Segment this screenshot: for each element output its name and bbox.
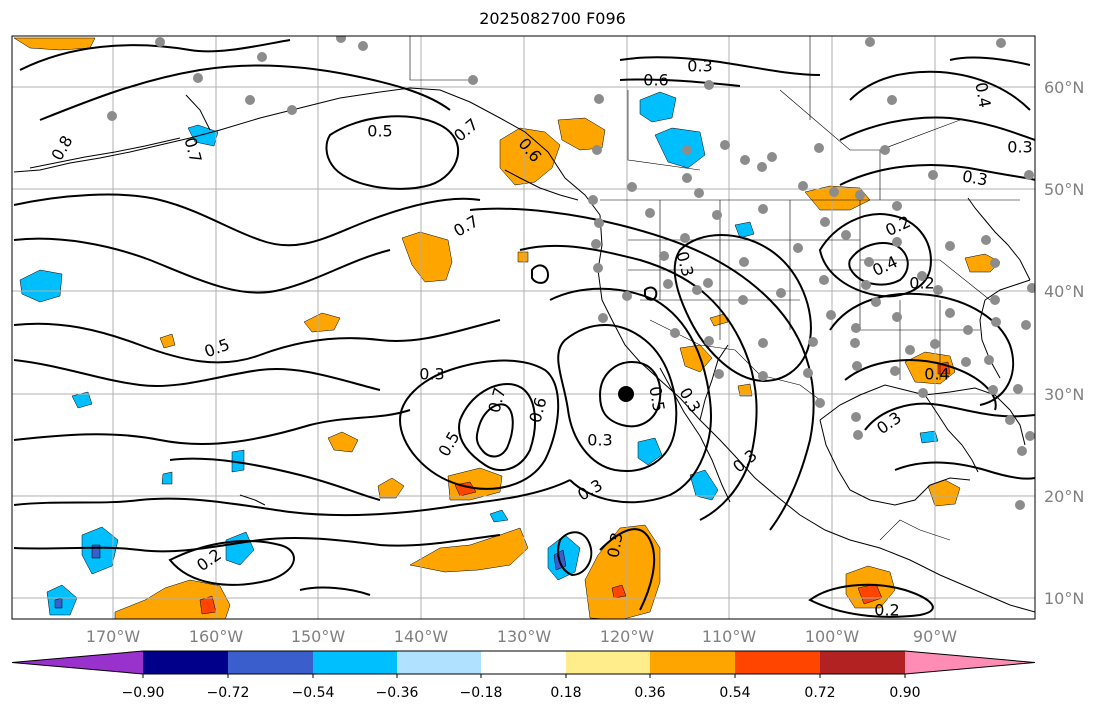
colorbar-swatch bbox=[228, 651, 313, 674]
contour-label: 0.2 bbox=[874, 601, 899, 620]
colorbar-tick-label: 0.72 bbox=[804, 685, 835, 701]
lon-tick-label: 110°W bbox=[702, 627, 757, 646]
lon-tick-label: 150°W bbox=[291, 627, 346, 646]
lon-tick-label: 130°W bbox=[497, 627, 552, 646]
longitude-axis: 170°W 160°W 150°W 140°W 130°W 120°W 110°W 100°W… bbox=[86, 627, 957, 646]
contour-label: 0.3 bbox=[687, 57, 712, 76]
colorbar-tick-label: 0.54 bbox=[719, 685, 750, 701]
colorbar-tick-label: 0.18 bbox=[550, 685, 581, 701]
shading-positive bbox=[13, 37, 1001, 619]
lat-tick-label: 60°N bbox=[1044, 78, 1084, 97]
colorbar-swatch bbox=[481, 651, 566, 674]
lon-tick-label: 120°W bbox=[600, 627, 655, 646]
contour-label: 0.4 bbox=[971, 81, 994, 109]
contour-label: 0.3 bbox=[419, 365, 444, 384]
coastlines bbox=[13, 87, 1035, 613]
contour-label: 0.5 bbox=[367, 122, 392, 141]
contour-label: 0.3 bbox=[603, 531, 626, 559]
colorbar-swatch bbox=[820, 651, 905, 674]
colorbar-swatch bbox=[313, 651, 397, 674]
contour-label: 0.3 bbox=[1007, 138, 1032, 157]
shading-negative bbox=[19, 91, 939, 616]
colorbar-tick-label: −0.90 bbox=[122, 685, 165, 701]
lon-tick-label: 160°W bbox=[189, 627, 244, 646]
colorbar-swatch bbox=[397, 651, 481, 674]
lat-tick-label: 50°N bbox=[1044, 180, 1084, 199]
contour-label: 0.5 bbox=[645, 385, 668, 413]
colorbar-extend-low bbox=[12, 651, 143, 674]
colorbar-tick-label: −0.36 bbox=[376, 685, 419, 701]
contour-lines bbox=[13, 39, 1035, 618]
station-dots bbox=[107, 36, 1035, 510]
lat-tick-label: 30°N bbox=[1044, 385, 1084, 404]
lat-tick-label: 10°N bbox=[1044, 589, 1084, 608]
contour-label: 0.6 bbox=[643, 71, 668, 90]
colorbar-tick-labels: −0.90 −0.72 −0.54 −0.36 −0.18 0.18 0.36 0.54 0.7… bbox=[122, 685, 921, 701]
lon-tick-label: 100°W bbox=[805, 627, 860, 646]
lon-tick-label: 90°W bbox=[913, 627, 957, 646]
colorbar-tick-label: 0.90 bbox=[889, 685, 920, 701]
low-center-marker bbox=[618, 386, 634, 402]
colorbar-tick-label: −0.54 bbox=[292, 685, 335, 701]
map-frame bbox=[11, 35, 1036, 620]
colorbar-tick-label: −0.18 bbox=[460, 685, 503, 701]
lat-lon-grid bbox=[12, 36, 1035, 619]
contour-label: 0.4 bbox=[924, 365, 949, 384]
contour-label: 0.2 bbox=[909, 274, 934, 293]
lon-tick-label: 170°W bbox=[86, 627, 141, 646]
colorbar-swatch bbox=[566, 651, 650, 674]
lat-tick-label: 20°N bbox=[1044, 487, 1084, 506]
colorbar-tick-label: 0.36 bbox=[634, 685, 665, 701]
colorbar-tick-label: −0.72 bbox=[207, 685, 250, 701]
colorbar-extend-high bbox=[905, 651, 1035, 674]
contour-label: 0.3 bbox=[961, 166, 989, 189]
colorbar-swatch bbox=[143, 651, 228, 674]
map-title: 2025082700 F096 bbox=[479, 9, 626, 28]
colorbar-swatch bbox=[650, 651, 735, 674]
lat-tick-label: 40°N bbox=[1044, 282, 1084, 301]
contour-label: 0.3 bbox=[587, 431, 612, 450]
lon-tick-label: 140°W bbox=[394, 627, 449, 646]
latitude-axis: 60°N 50°N 40°N 30°N 20°N 10°N bbox=[1044, 78, 1084, 608]
colorbar-swatch bbox=[735, 651, 820, 674]
colorbar bbox=[11, 650, 1036, 678]
